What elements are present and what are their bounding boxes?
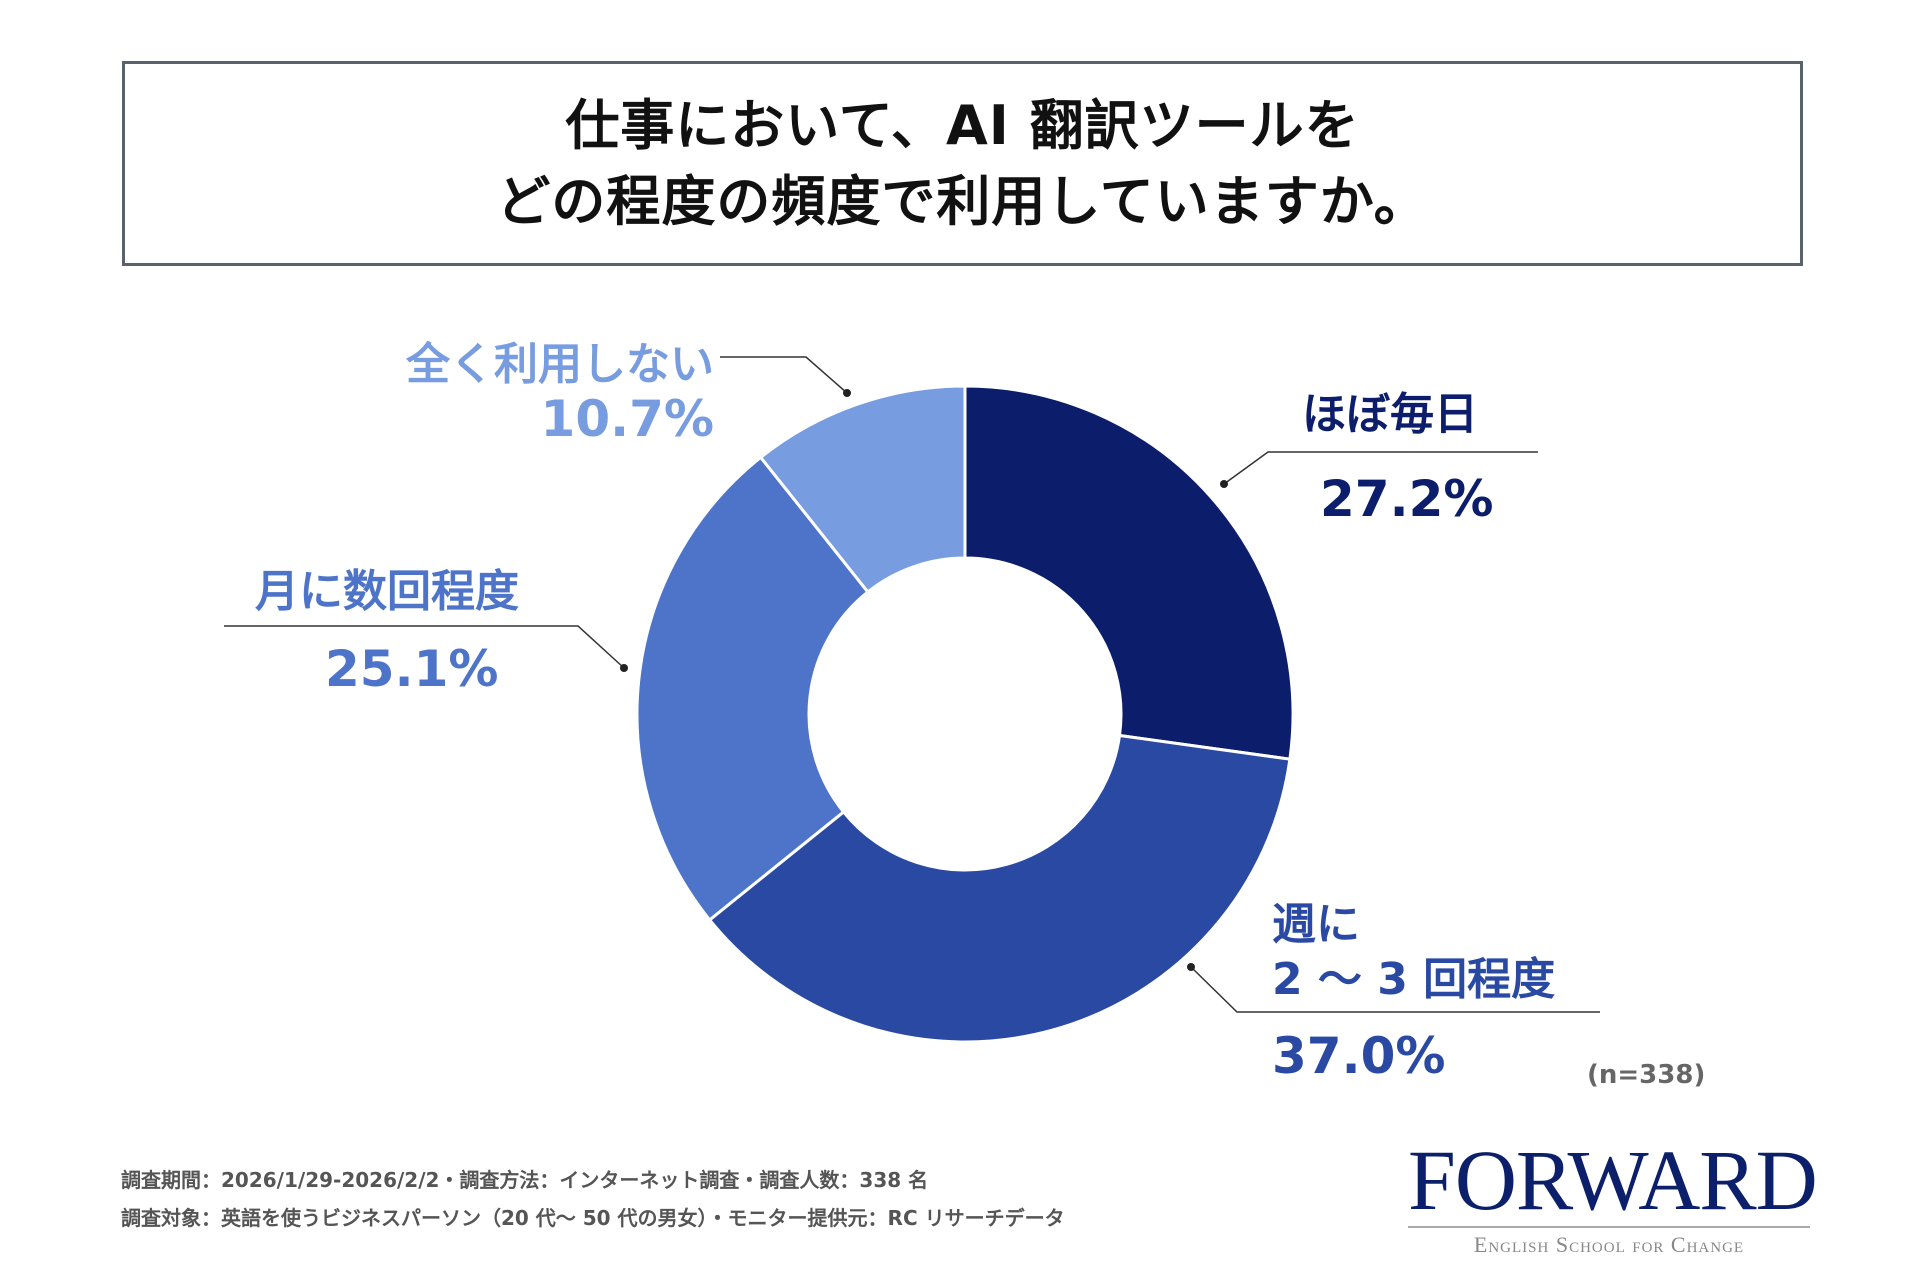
logo-wordmark: FORWARD	[1408, 1132, 1818, 1228]
leader-dot-weekly	[1187, 963, 1195, 971]
leader-line-monthly	[224, 625, 625, 669]
logo-tagline: English School for Change	[1473, 1232, 1745, 1257]
value-daily: 27.2%	[1320, 470, 1494, 528]
leader-line-never	[720, 356, 848, 394]
label-weekly-1: 週に	[1272, 899, 1360, 950]
title-line-1: 仕事において、AI 翻訳ツールを	[565, 93, 1360, 157]
slice-weekly	[707, 733, 1292, 1044]
slice-never	[758, 384, 967, 595]
forward-logo: FORWARD English School for Change	[1408, 1132, 1818, 1258]
leader-dot-never	[843, 389, 851, 397]
label-daily: ほぼ毎日	[1302, 389, 1478, 440]
slice-daily	[963, 384, 1295, 761]
label-never: 全く利用しない	[406, 339, 714, 390]
label-monthly: 月に数回程度	[255, 566, 519, 617]
title-line-2: どの程度の頻度で利用していますか。	[496, 169, 1429, 233]
footer-line-2: 調査対象：英語を使うビジネスパーソン（20 代〜 50 代の男女）・モニター提供…	[121, 1206, 1065, 1230]
leader-line-daily	[1223, 451, 1538, 485]
leader-dot-daily	[1220, 480, 1228, 488]
leader-lines	[224, 356, 1600, 1013]
sample-size: (n=338)	[1587, 1060, 1706, 1090]
title-box: 仕事において、AI 翻訳ツールを どの程度の頻度で利用していますか。	[122, 61, 1803, 266]
value-weekly: 37.0%	[1272, 1027, 1446, 1085]
slice-monthly	[635, 455, 870, 922]
footer-line-1: 調査期間：2026/1/29-2026/2/2・調査方法：インターネット調査・調…	[121, 1168, 929, 1192]
leader-line-weekly	[1190, 966, 1600, 1013]
value-monthly: 25.1%	[325, 640, 499, 698]
value-never: 10.7%	[540, 390, 714, 448]
label-weekly-2: 2 〜 3 回程度	[1272, 954, 1556, 1005]
leader-dot-monthly	[620, 664, 628, 672]
logo-divider	[1408, 1226, 1810, 1228]
